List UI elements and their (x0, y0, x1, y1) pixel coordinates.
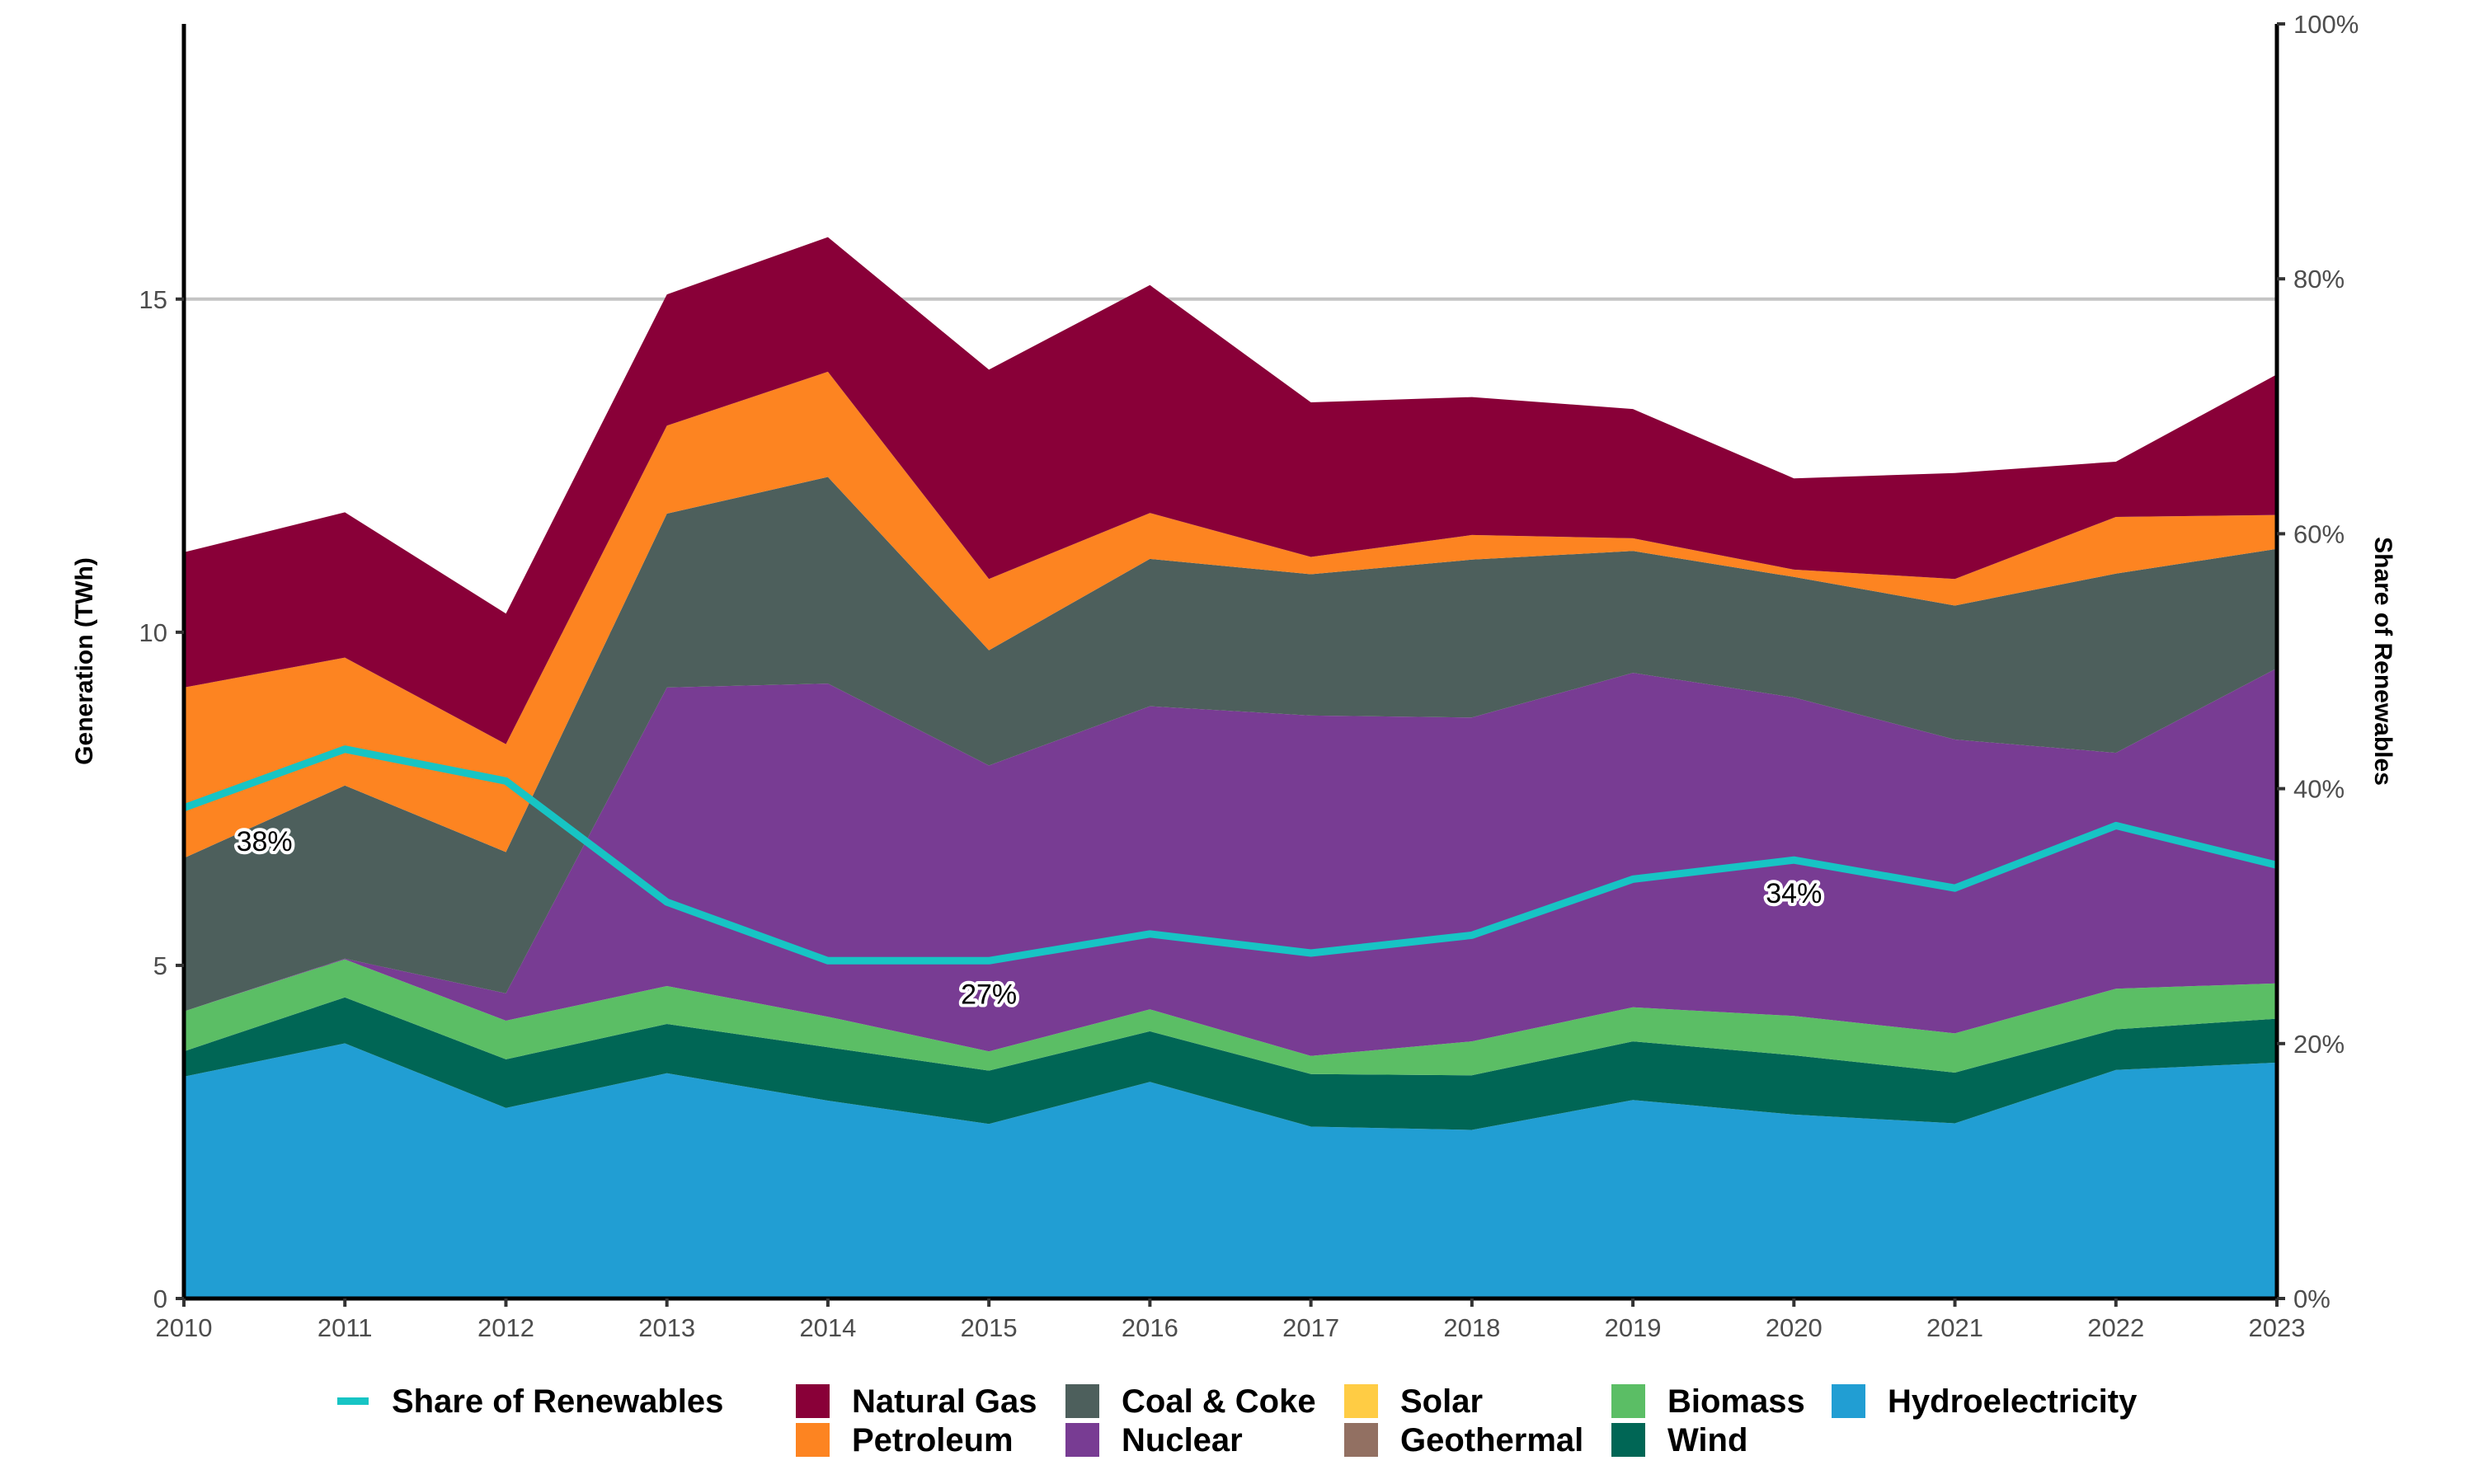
legend-item-natural-gas: Natural Gas (796, 1383, 1037, 1420)
legend-label: Solar (1400, 1383, 1483, 1420)
legend-key-swatch (1832, 1384, 1865, 1418)
share-of-renewables-line (182, 745, 2279, 965)
y2-tick-label-80: 80% (2293, 265, 2345, 294)
area-petroleum (184, 371, 2277, 858)
area-wind (184, 997, 2277, 1130)
y2-tick-label-20: 20% (2293, 1030, 2345, 1059)
x-tick-label-2018: 2018 (1443, 1313, 1500, 1342)
x-tick-label-2023: 2023 (2249, 1313, 2306, 1342)
area-biomass (184, 959, 2277, 1076)
x-tick-label-2011: 2011 (317, 1313, 373, 1342)
share-annotations: 38% 27% 34% (233, 823, 1826, 1014)
legend-label: Share of Renewables (392, 1383, 723, 1420)
x-tick-label-2015: 2015 (961, 1313, 1018, 1342)
y2-tick-label-0: 0% (2293, 1284, 2331, 1313)
stacked-areas (184, 237, 2277, 1298)
legend-item-petroleum: Petroleum (796, 1422, 1014, 1458)
y-tick-label-0: 0 (153, 1284, 167, 1313)
x-tick-label-2020: 2020 (1766, 1313, 1823, 1342)
x-tick-label-2016: 2016 (1122, 1313, 1178, 1342)
legend-key-swatch (796, 1384, 830, 1418)
y-axis-title-left: Generation (TWh) (71, 557, 98, 765)
share-label-27: 27% (961, 979, 1017, 1010)
y2-tick-label-100: 100% (2293, 10, 2359, 39)
legend-label: Geothermal (1400, 1422, 1583, 1458)
legend: Share of Renewables Natural Gas Coal & Cok… (337, 1383, 2138, 1458)
legend-item-share-of-renewables: Share of Renewables (337, 1383, 723, 1420)
legend-label: Biomass (1667, 1383, 1805, 1420)
area-nuclear (184, 668, 2277, 1056)
legend-label: Natural Gas (852, 1383, 1037, 1420)
legend-label: Hydroelectricity (1888, 1383, 2138, 1420)
x-tick-label-2021: 2021 (1926, 1313, 1983, 1342)
legend-label: Wind (1667, 1422, 1747, 1458)
legend-item-solar: Solar (1344, 1383, 1483, 1420)
legend-item-biomass: Biomass (1611, 1383, 1805, 1420)
x-tick-label-2012: 2012 (477, 1313, 534, 1342)
legend-item-geothermal: Geothermal (1344, 1422, 1583, 1458)
y2-tick-label-40: 40% (2293, 775, 2345, 804)
x-tick-label-2019: 2019 (1605, 1313, 1662, 1342)
legend-key-swatch (1611, 1423, 1645, 1457)
area-coal-and-coke (184, 477, 2277, 1012)
y2-tick-label-60: 60% (2293, 519, 2345, 548)
y-tick-label-5: 5 (153, 951, 167, 980)
y-tick-label-10: 10 (139, 618, 167, 647)
legend-item-wind: Wind (1611, 1422, 1747, 1458)
legend-item-coal-and-coke: Coal & Coke (1065, 1383, 1316, 1420)
y-axis-title-right: Share of Renewables (2369, 537, 2396, 786)
legend-item-nuclear: Nuclear (1065, 1422, 1243, 1458)
legend-key-swatch (1065, 1423, 1099, 1457)
share-label-38: 38% (237, 826, 293, 857)
legend-key-swatch (1611, 1384, 1645, 1418)
x-tick-label-2014: 2014 (799, 1313, 856, 1342)
legend-key-swatch (796, 1423, 830, 1457)
x-tick-label-2022: 2022 (2087, 1313, 2144, 1342)
legend-key-swatch (1065, 1384, 1099, 1418)
legend-key-swatch (1344, 1384, 1378, 1418)
y-tick-label-15: 15 (139, 285, 167, 314)
x-tick-label-2013: 2013 (638, 1313, 695, 1342)
share-label-34: 34% (1766, 878, 1822, 909)
legend-label: Coal & Coke (1122, 1383, 1316, 1420)
legend-key-swatch (1344, 1423, 1378, 1457)
axes: 0 5 10 15 0% 20% 40% 60% 80% 100% 2010 2011 2012 2013… (139, 10, 2359, 1342)
area-hydroelectricity (184, 1043, 2277, 1298)
x-tick-label-2017: 2017 (1282, 1313, 1339, 1342)
legend-label: Petroleum (852, 1422, 1014, 1458)
legend-key-line (337, 1397, 369, 1405)
area-natural-gas (184, 237, 2277, 744)
legend-item-hydroelectricity: Hydroelectricity (1832, 1383, 2138, 1420)
x-tick-label-2010: 2010 (156, 1313, 213, 1342)
legend-label: Nuclear (1122, 1422, 1243, 1458)
